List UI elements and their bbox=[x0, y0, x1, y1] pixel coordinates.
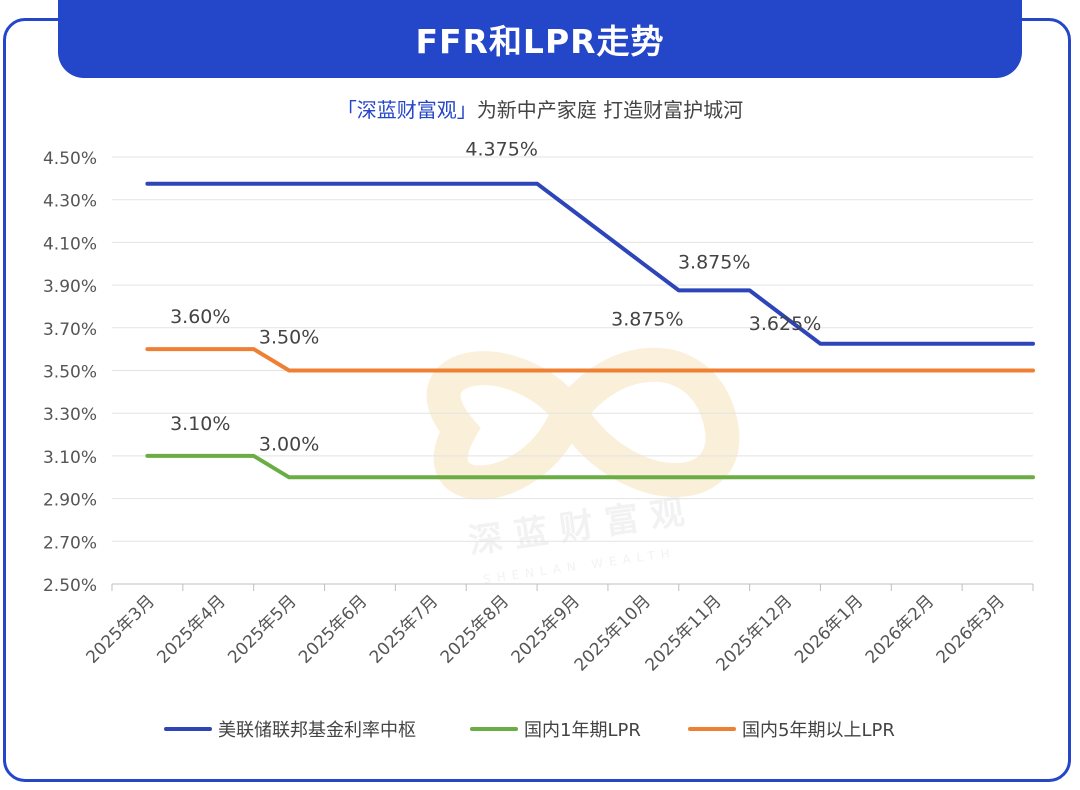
y-tick-label: 2.70% bbox=[43, 533, 97, 553]
title-banner: FFR和LPR走势 bbox=[58, 0, 1022, 78]
y-tick-label: 3.50% bbox=[43, 363, 97, 383]
series-line-2 bbox=[145, 347, 1035, 373]
chart-frame bbox=[3, 18, 1071, 782]
x-tick-label: 2025年3月 bbox=[83, 591, 159, 667]
chart-title: FFR和LPR走势 bbox=[415, 22, 665, 61]
y-tick-label: 2.90% bbox=[43, 491, 97, 511]
y-tick-label: 2.50% bbox=[43, 576, 97, 596]
x-tick-label: 2026年1月 bbox=[791, 591, 867, 667]
legend-label: 国内5年期以上LPR bbox=[742, 720, 895, 741]
watermark-infinity-icon bbox=[426, 347, 740, 500]
x-tick-label: 2026年2月 bbox=[862, 591, 938, 667]
x-tick-label: 2025年5月 bbox=[224, 591, 300, 667]
legend-label: 美联储联邦基金利率中枢 bbox=[218, 720, 416, 741]
data-label: 3.50% bbox=[259, 327, 319, 349]
x-tick-label: 2025年7月 bbox=[366, 591, 442, 667]
data-label: 4.375% bbox=[465, 139, 537, 161]
y-tick-label: 3.30% bbox=[43, 405, 97, 425]
x-tick-label: 2025年12月 bbox=[712, 591, 796, 675]
data-label: 3.875% bbox=[678, 251, 750, 273]
x-tick-label: 2025年9月 bbox=[508, 591, 584, 667]
subtitle-brand: 「深蓝财富观」 bbox=[336, 98, 477, 122]
y-tick-label: 3.10% bbox=[43, 448, 97, 468]
x-tick-label: 2026年3月 bbox=[933, 591, 1009, 667]
data-label: 3.875% bbox=[611, 308, 683, 330]
y-tick-label: 4.50% bbox=[43, 149, 97, 169]
y-tick-label: 3.90% bbox=[43, 277, 97, 297]
y-tick-label: 4.30% bbox=[43, 192, 97, 212]
y-tick-label: 3.70% bbox=[43, 320, 97, 340]
x-tick-label: 2025年8月 bbox=[437, 591, 513, 667]
data-label: 3.625% bbox=[749, 313, 821, 335]
series-line-1 bbox=[145, 453, 1035, 480]
chart-subtitle: 「深蓝财富观」为新中产家庭 打造财富护城河 bbox=[0, 94, 1080, 123]
x-tick-label: 2025年6月 bbox=[295, 591, 371, 667]
data-label: 3.10% bbox=[170, 413, 230, 435]
data-label: 3.00% bbox=[259, 433, 319, 455]
data-label: 3.60% bbox=[170, 306, 230, 328]
legend-label: 国内1年期LPR bbox=[524, 720, 641, 741]
subtitle-text: 为新中产家庭 打造财富护城河 bbox=[476, 98, 744, 122]
y-tick-label: 4.10% bbox=[43, 234, 97, 254]
x-tick-label: 2025年4月 bbox=[153, 591, 229, 667]
series-line-0 bbox=[145, 181, 1035, 346]
